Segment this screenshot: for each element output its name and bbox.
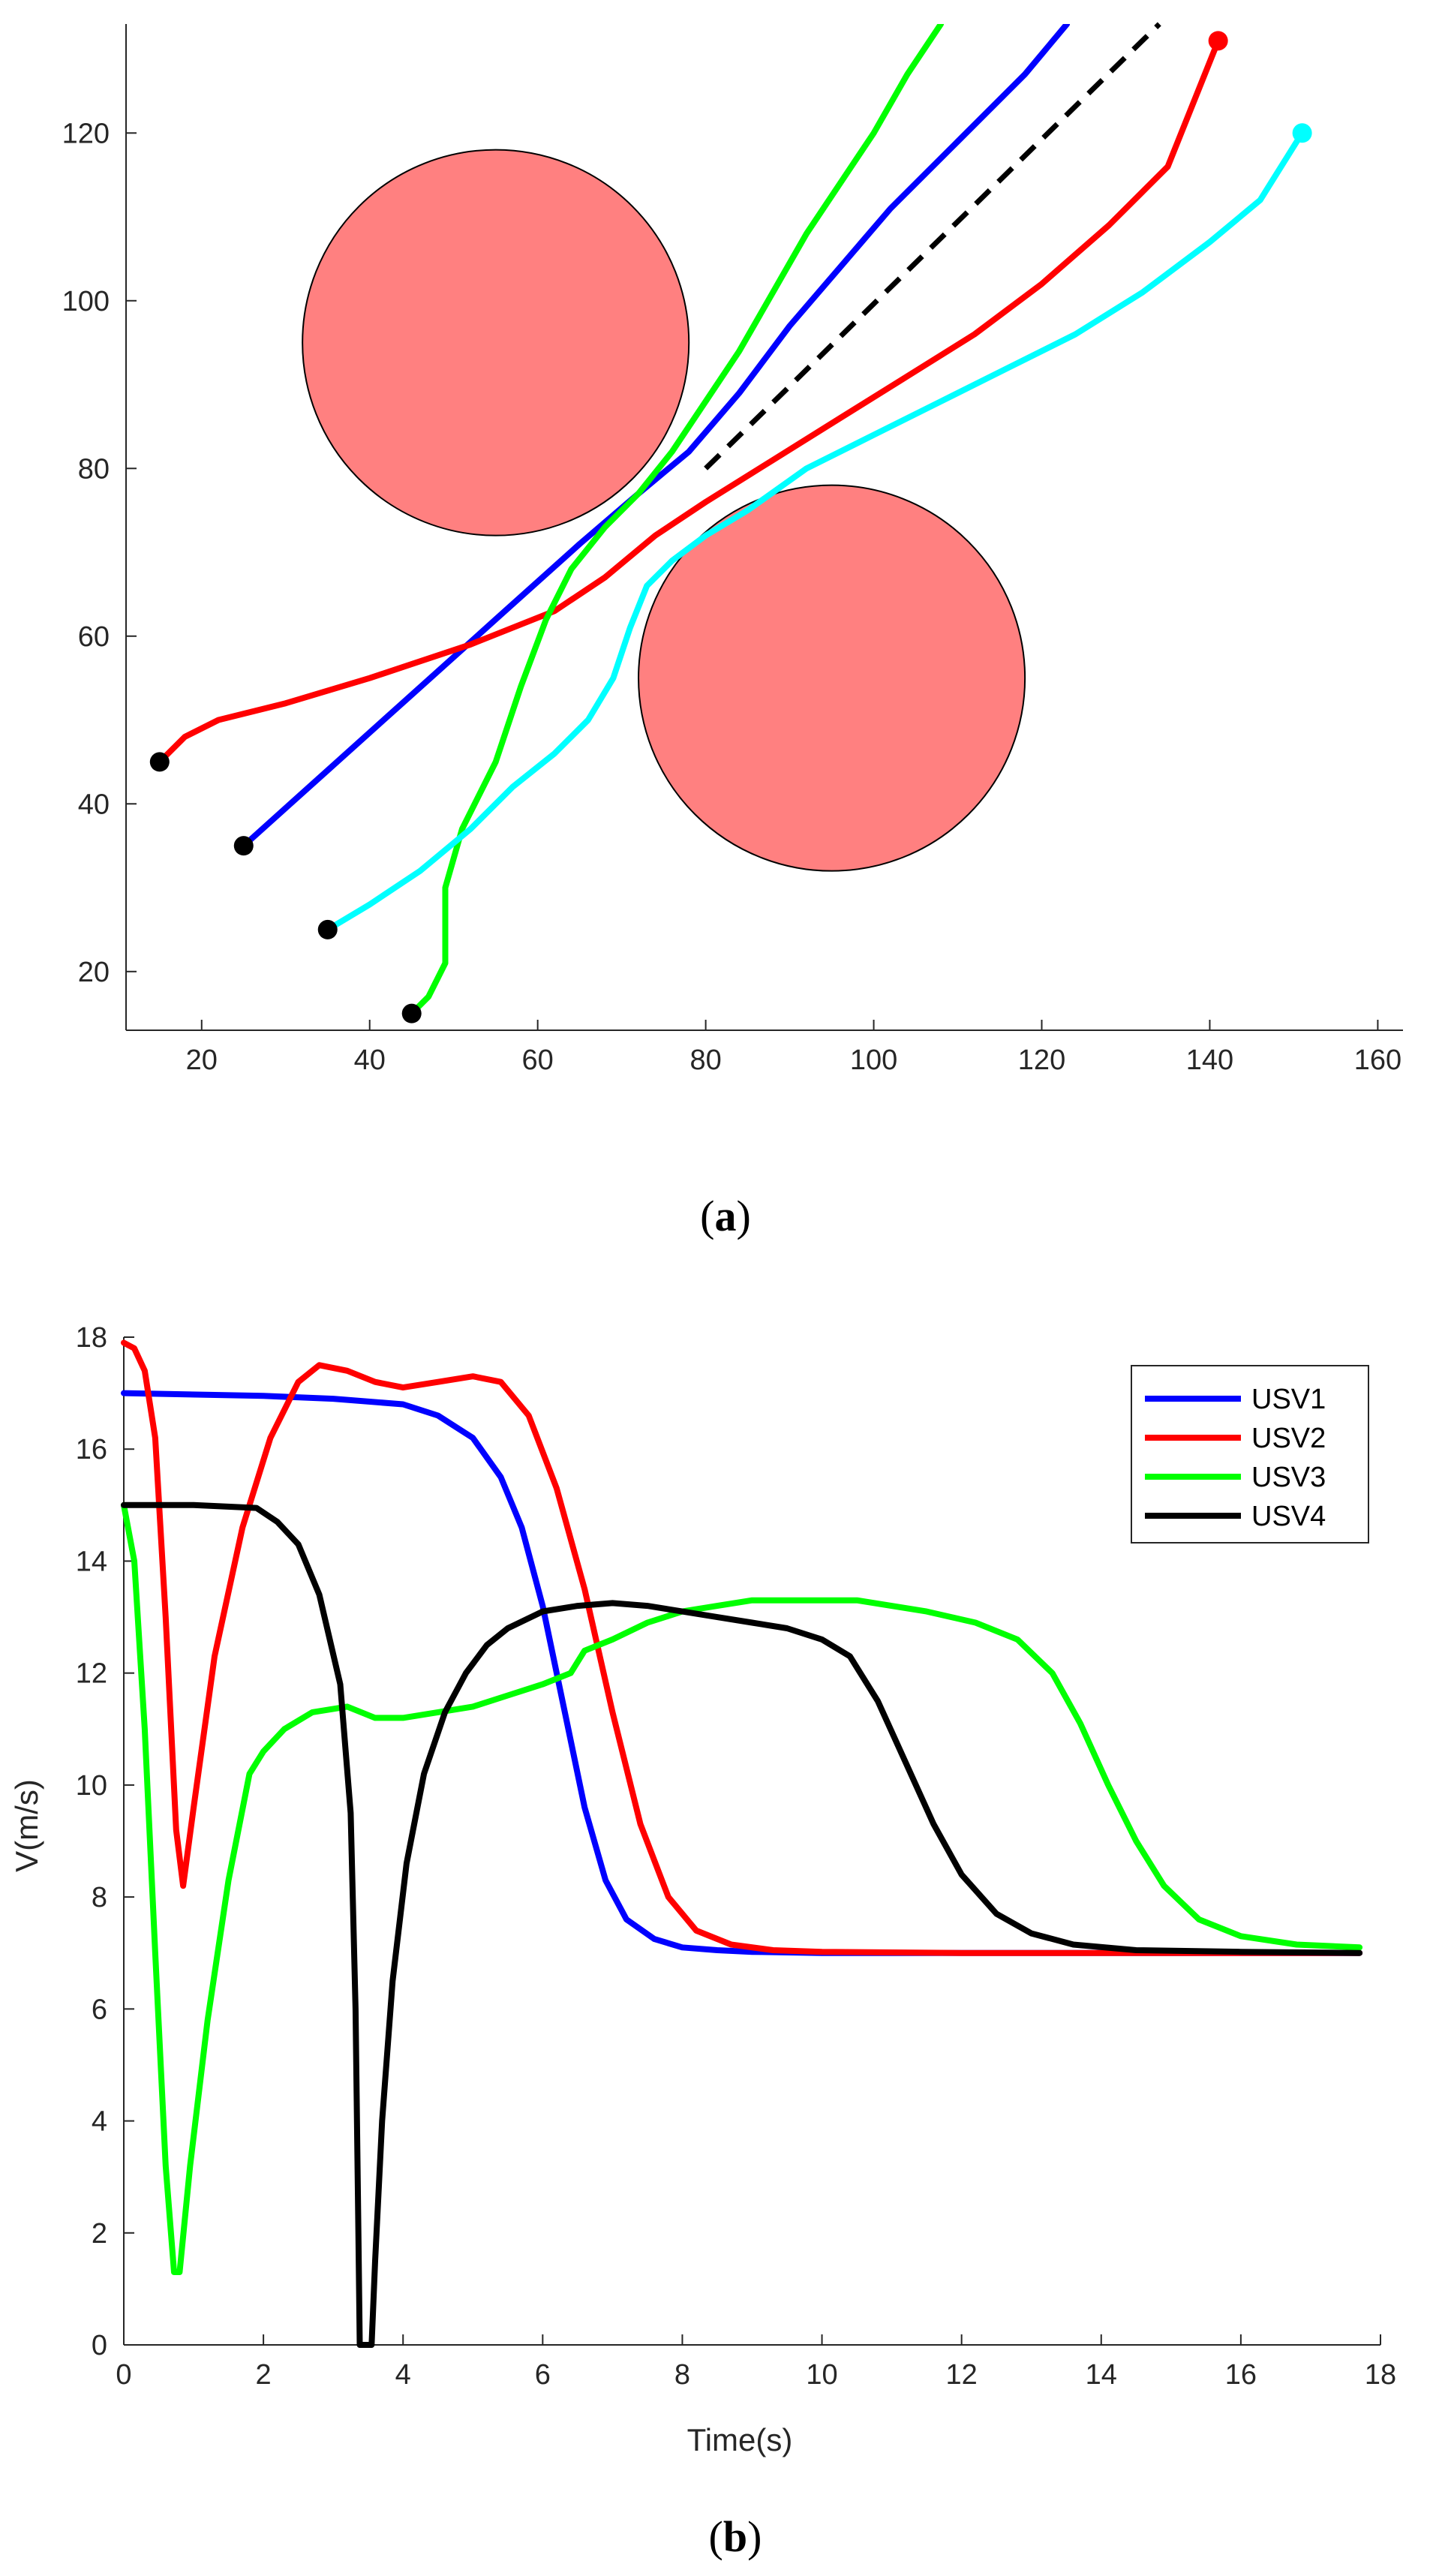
series-usv3 — [121, 1501, 1363, 2275]
usv2-path — [156, 38, 1221, 765]
legend-label-usv3: USV3 — [1251, 1462, 1326, 1493]
legend-label-usv2: USV2 — [1251, 1423, 1326, 1454]
panel-b-y-tick-label-6: 6 — [92, 1994, 107, 2025]
panel-b-x-tick-label-6: 6 — [535, 2359, 551, 2391]
panel-b-y-tick-label-16: 16 — [76, 1434, 107, 1465]
panel-b-x-tick-label-8: 8 — [674, 2359, 690, 2391]
panel-b-x-tick-label-10: 10 — [806, 2359, 837, 2391]
panel-a-end-marker-1 — [1208, 31, 1228, 51]
legend-label-usv1: USV1 — [1251, 1384, 1326, 1415]
panel-a-x-tick-label-100: 100 — [850, 1045, 897, 1076]
panel-a-x-tick-label-40: 40 — [354, 1045, 386, 1076]
panel-a-x-tick-label-120: 120 — [1018, 1045, 1065, 1076]
panel-a-end-marker-2 — [1292, 123, 1312, 143]
panel-b-x-tick-label-4: 4 — [395, 2359, 411, 2391]
obstacle-1 — [302, 149, 690, 537]
usv1-path — [240, 24, 1071, 849]
panel-b-y-tick-label-10: 10 — [76, 1770, 107, 1802]
legend-label-usv4: USV4 — [1251, 1501, 1326, 1532]
panel-b-x-tick-label-16: 16 — [1225, 2359, 1257, 2391]
panel-a-x-tick-label-140: 140 — [1186, 1045, 1233, 1076]
series-usv4 — [121, 1501, 1363, 2348]
obstacle-2 — [638, 484, 1026, 872]
panel-a-x-tick-label-80: 80 — [689, 1045, 721, 1076]
panel-b-y-tick-label-14: 14 — [76, 1546, 107, 1577]
panel-b-legend: USV1 USV2 USV3 USV4 — [1131, 1365, 1369, 1543]
panel-b-x-tick-label-0: 0 — [116, 2359, 131, 2391]
panel-a-x-tick-label-60: 60 — [522, 1045, 554, 1076]
reference-path — [704, 22, 1161, 470]
panel-b-y-tick-label-2: 2 — [92, 2218, 107, 2250]
panel-b-y-tick-label-12: 12 — [76, 1658, 107, 1690]
panel-a-y-tick-label-120: 120 — [62, 118, 110, 149]
panel-b-x-axis-label: Time(s) — [687, 2422, 793, 2457]
panel-a-y-tick-label-60: 60 — [78, 621, 110, 653]
panel-b-y-tick-label-4: 4 — [92, 2106, 107, 2138]
panel-a-start-marker-2 — [233, 836, 254, 856]
panel-a-y-tick-label-80: 80 — [78, 453, 110, 485]
panel-a-y-tick-label-20: 20 — [78, 957, 110, 988]
usv3-path — [408, 24, 945, 1017]
panel-a-start-marker-4 — [401, 1003, 422, 1023]
panel-b-x-tick-label-2: 2 — [256, 2359, 272, 2391]
panel-b-y-tick-label-18: 18 — [76, 1322, 107, 1354]
series-usv1 — [121, 1390, 1363, 1956]
panel-b-caption: (b) — [709, 2512, 762, 2561]
panel-a-caption: (a) — [700, 1192, 751, 1240]
panel-b-y-tick-label-0: 0 — [92, 2330, 107, 2361]
panel-b-x-tick-label-14: 14 — [1086, 2359, 1117, 2391]
panel-a-x-tick-label-160: 160 — [1354, 1045, 1401, 1076]
panel-a-x-tick-label-20: 20 — [186, 1045, 218, 1076]
panel-a-y-tick-label-40: 40 — [78, 789, 110, 820]
panel-a-start-marker-3 — [317, 919, 338, 939]
panel-b-y-tick-label-8: 8 — [92, 1882, 107, 1913]
panel-b-x-tick-label-18: 18 — [1365, 2359, 1396, 2391]
panel-b-x-tick-label-12: 12 — [946, 2359, 978, 2391]
series-usv2 — [121, 1339, 1363, 1956]
panel-b-velocity-plot: 0 2 4 6 8 10 12 14 16 18024681012141618USV1USV2US… — [76, 1322, 1396, 2391]
usv4-path — [324, 130, 1305, 933]
panel-a-start-marker-1 — [149, 752, 170, 772]
panel-b-y-axis-label: V(m/s) — [9, 1779, 44, 1872]
panel-a-y-tick-label-100: 100 — [62, 286, 110, 317]
panel-a-trajectory-plot: 20 40 60 80 100 120 140 160 20 40 60 80 100 120 — [62, 22, 1403, 1076]
